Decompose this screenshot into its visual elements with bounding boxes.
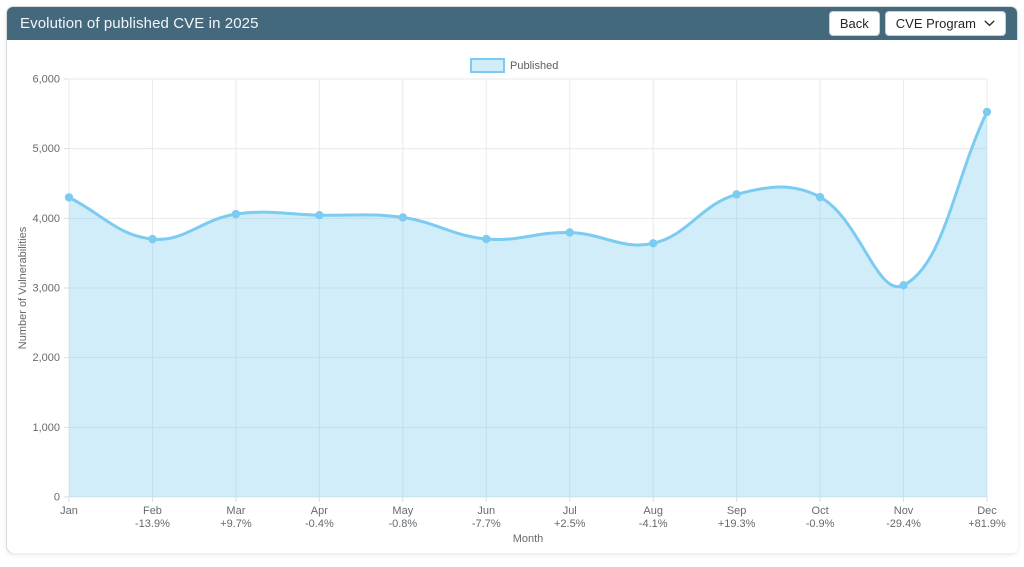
x-tick-month-label: Dec: [977, 505, 997, 517]
y-tick-label: 1,000: [32, 422, 60, 434]
program-dropdown-label: CVE Program: [895, 16, 976, 31]
y-tick-label: 5,000: [32, 143, 60, 155]
cve-line-chart: 0 1,000 2,000 3,000 4,000 5,000 6,000 Jan Feb-13…: [17, 58, 1006, 545]
data-point-nov[interactable]: [899, 281, 908, 290]
x-tick-pct-label: -29.4%: [886, 518, 921, 530]
data-point-oct[interactable]: [815, 192, 825, 202]
x-tick-month-label: May: [392, 505, 413, 517]
x-tick-pct-label: -0.8%: [388, 518, 417, 530]
card-header: Evolution of published CVE in 2025 Back …: [7, 7, 1017, 40]
legend-item-published[interactable]: Published: [470, 58, 558, 73]
x-tick-pct-label: +2.5%: [554, 518, 586, 530]
x-tick-pct-label: -4.1%: [639, 518, 668, 530]
program-dropdown[interactable]: CVE Program: [884, 11, 1006, 36]
x-tick-month-label: Mar: [226, 505, 245, 517]
data-point-jan[interactable]: [64, 193, 74, 202]
legend-label: Published: [510, 60, 558, 72]
x-tick-pct-label: -13.9%: [135, 518, 170, 530]
data-point-dec[interactable]: [982, 107, 992, 117]
y-tick-label: 3,000: [32, 283, 60, 295]
x-tick-month-label: Feb: [143, 505, 162, 517]
y-tick-label: 0: [54, 492, 60, 504]
data-point-sep[interactable]: [732, 190, 741, 199]
x-tick-month-label: Jul: [563, 505, 577, 517]
data-point-may[interactable]: [398, 213, 407, 222]
x-tick-month-label: Jan: [60, 505, 78, 517]
data-point-aug[interactable]: [649, 239, 658, 248]
x-tick-month-label: Nov: [894, 505, 914, 517]
series-area-published: [69, 111, 987, 498]
legend-swatch: [470, 58, 505, 73]
y-tick-label: 2,000: [32, 352, 60, 364]
chart-card: Evolution of published CVE in 2025 Back …: [6, 6, 1018, 553]
chart-region: 0 1,000 2,000 3,000 4,000 5,000 6,000 Jan Feb -13…: [8, 40, 1018, 553]
x-tick-pct-label: +81.9%: [968, 518, 1006, 530]
x-tick-month-label: Oct: [812, 505, 829, 517]
data-point-feb[interactable]: [148, 234, 157, 244]
x-tick-month-label: Aug: [643, 505, 663, 517]
x-tick-pct-label: +19.3%: [718, 518, 756, 530]
data-point-jun[interactable]: [482, 234, 491, 244]
data-point-mar[interactable]: [231, 209, 241, 219]
y-axis-title: Number of Vulnerabilities: [17, 226, 29, 349]
x-tick-month-label: Apr: [311, 505, 328, 517]
x-tick-pct-label: -0.4%: [305, 518, 334, 530]
x-tick-pct-label: -7.7%: [472, 518, 501, 530]
data-point-jul[interactable]: [565, 228, 574, 237]
header-actions: Back CVE Program: [828, 11, 1006, 36]
x-axis-title: Month: [513, 533, 544, 545]
x-tick-pct-label: -0.9%: [806, 518, 835, 530]
chevron-down-icon: [984, 20, 995, 27]
back-button[interactable]: Back: [828, 11, 880, 36]
x-tick-month-label: Jun: [477, 505, 495, 517]
x-tick-month-label: Sep: [727, 505, 747, 517]
y-tick-label: 6,000: [32, 74, 60, 86]
data-point-apr[interactable]: [315, 211, 324, 220]
page-title: Evolution of published CVE in 2025: [20, 15, 259, 32]
y-tick-label: 4,000: [32, 213, 60, 225]
x-tick-pct-label: +9.7%: [220, 518, 252, 530]
